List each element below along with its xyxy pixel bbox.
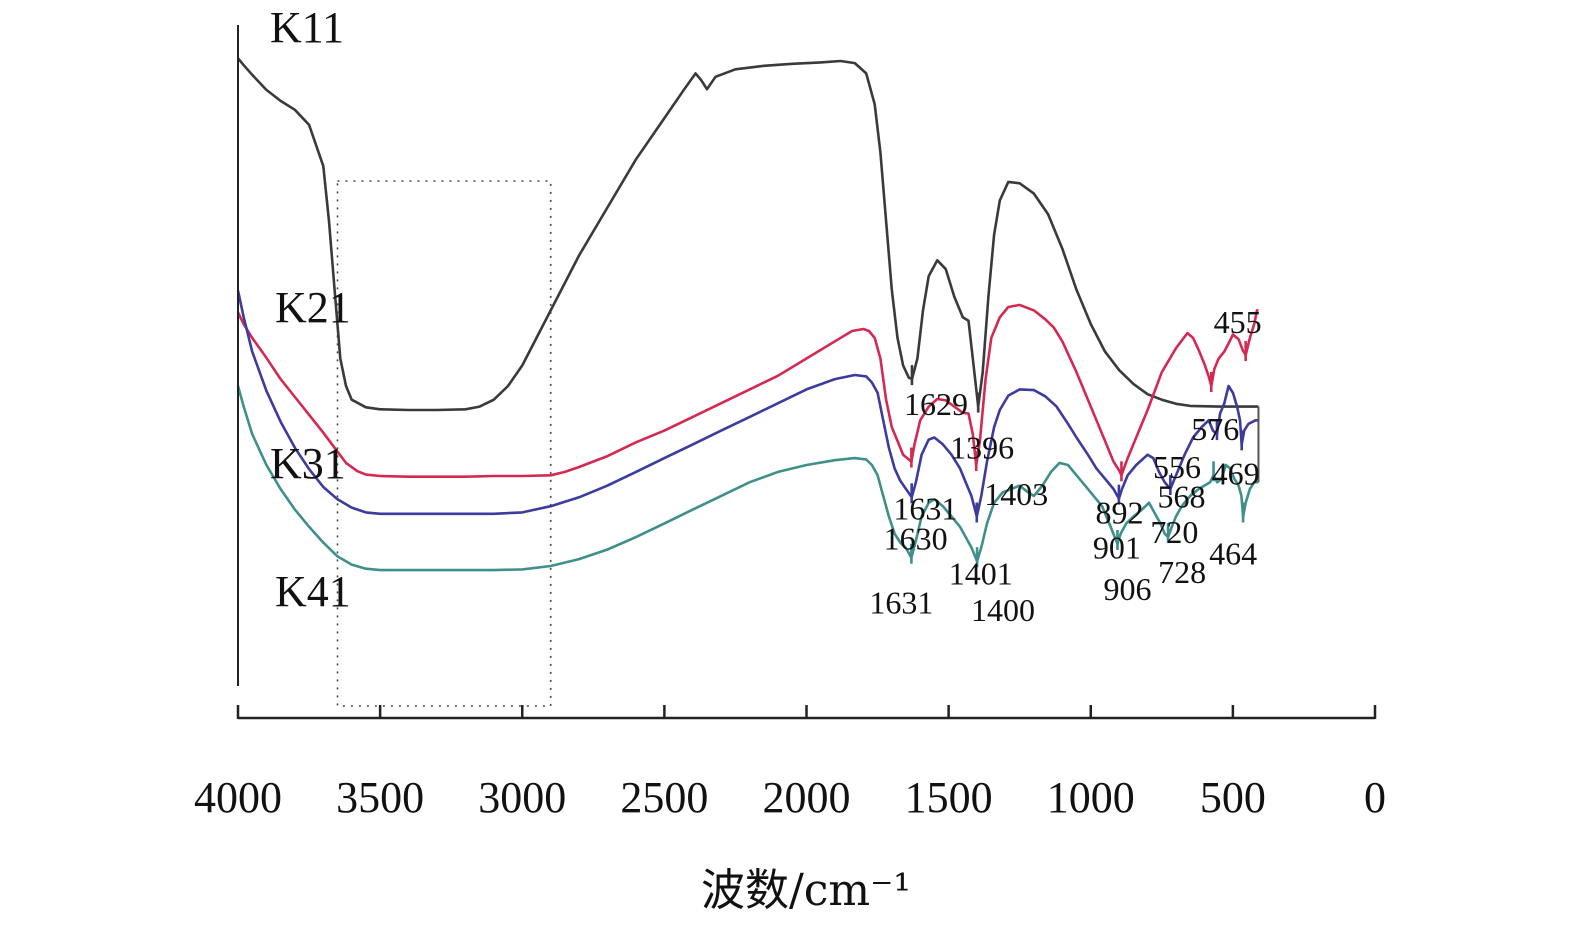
- x-tick-label-1000: 1000: [1047, 773, 1135, 822]
- peak-label-k31-469: 469: [1212, 455, 1260, 491]
- highlight-box: [336, 180, 552, 707]
- peak-marker-layer: [910, 341, 1247, 568]
- series-label-k11: K11: [270, 3, 344, 52]
- x-tick-label-0: 0: [1364, 773, 1386, 822]
- peak-label-k41-464: 464: [1209, 536, 1257, 572]
- series-label-k41: K41: [275, 567, 351, 616]
- x-tick-label-3000: 3000: [478, 773, 566, 822]
- x-tick-label-500: 500: [1200, 773, 1266, 822]
- series-layer: [236, 57, 1260, 572]
- peak-label-k31-1401: 1401: [949, 556, 1013, 592]
- series-line-k31: [236, 290, 1259, 518]
- peak-label-k21-576: 576: [1191, 411, 1239, 447]
- peak-label-k21-1631: 1631: [893, 491, 957, 527]
- peak-label-k31-1630: 1630: [884, 520, 948, 556]
- peak-label-k31-901: 901: [1093, 530, 1141, 566]
- peak-label-k41-1631: 1631: [869, 585, 933, 621]
- peak-label-k41-1400: 1400: [971, 592, 1035, 628]
- peak-label-k11-1396: 1396: [950, 430, 1014, 466]
- x-tick-label-4000: 4000: [194, 773, 282, 822]
- peak-label-k31-556: 556: [1153, 449, 1201, 485]
- peak-label-k21-1403: 1403: [984, 476, 1048, 512]
- peak-label-k41-906: 906: [1103, 571, 1151, 607]
- x-tick-label-1500: 1500: [905, 773, 993, 822]
- x-axis-title: 波数/cm⁻¹: [701, 865, 911, 916]
- peak-label-k11-1629: 1629: [904, 386, 968, 422]
- peak-label-k41-568: 568: [1158, 478, 1206, 514]
- x-tick-label-2000: 2000: [763, 773, 851, 822]
- x-axis-ticks: 4000 3500 3000 2500 2000 1500 1000 500 0: [194, 705, 1386, 822]
- series-line-k21: [236, 303, 1259, 478]
- x-tick-label-3500: 3500: [336, 773, 424, 822]
- series-line-k11: [236, 57, 1259, 412]
- series-label-k21: K21: [275, 283, 351, 332]
- series-name-layer: K11 K21 K31 K41: [270, 3, 351, 616]
- peak-label-k21-892: 892: [1095, 494, 1143, 530]
- series-label-k31: K31: [270, 439, 346, 488]
- peak-label-k31-720: 720: [1150, 514, 1198, 550]
- peak-label-k21-455: 455: [1214, 304, 1262, 340]
- peak-label-k41-728: 728: [1158, 554, 1206, 590]
- x-axis: [237, 25, 1375, 720]
- highlight-region: [336, 180, 552, 707]
- x-tick-label-2500: 2500: [620, 773, 708, 822]
